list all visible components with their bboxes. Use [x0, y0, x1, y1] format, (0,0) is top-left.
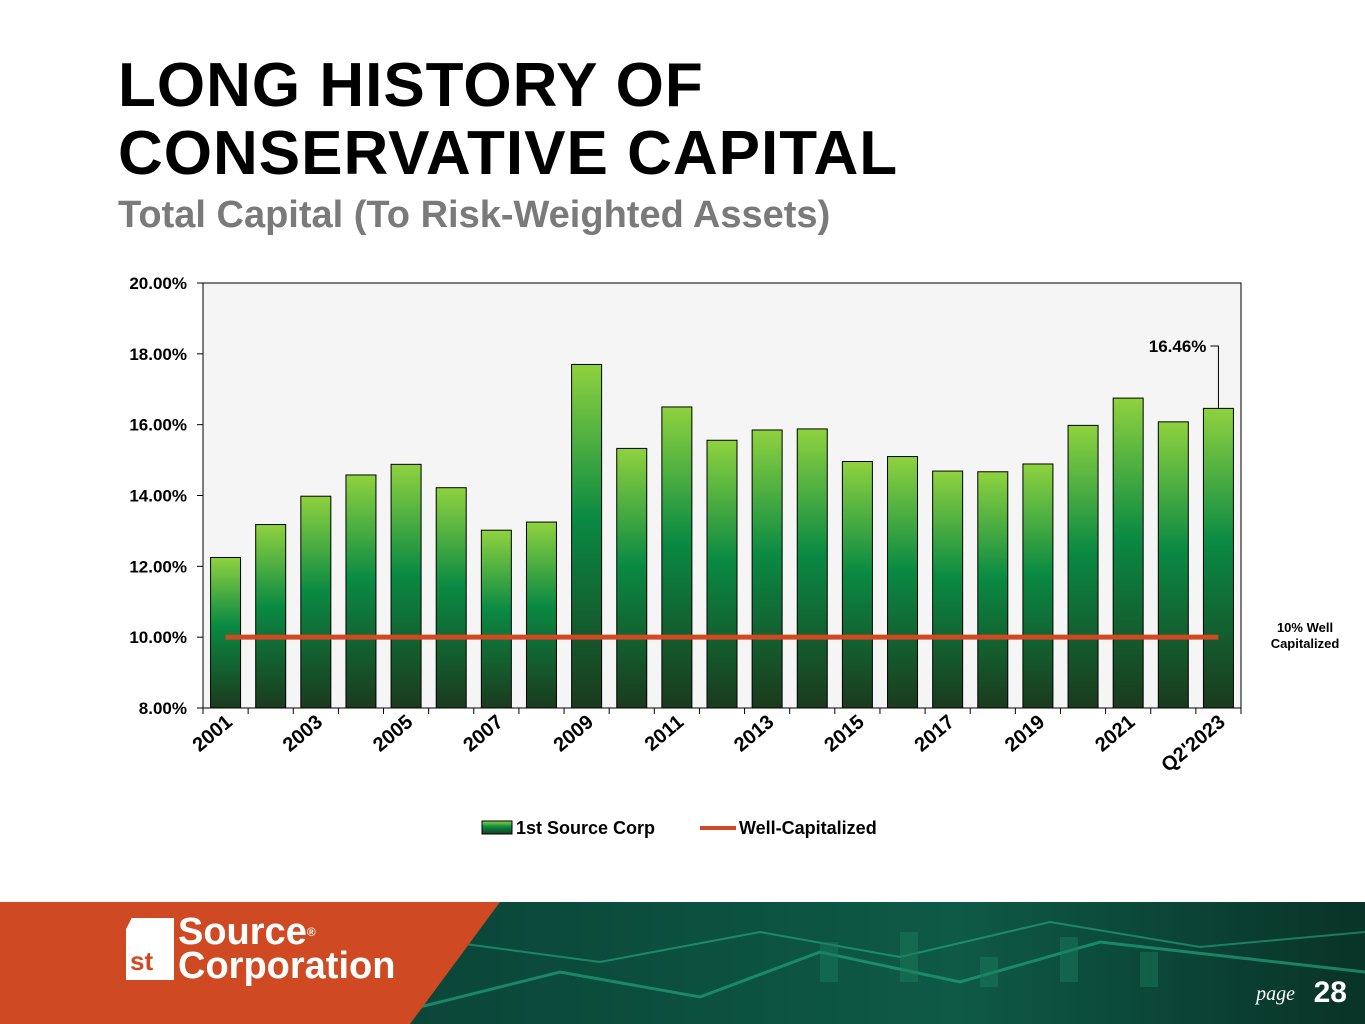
logo-line-2: Corporation: [178, 945, 396, 987]
bar-2005: [390, 463, 422, 709]
x-tick-label: 2019: [1001, 711, 1049, 756]
x-tick-label: 2007: [459, 711, 507, 756]
x-tick-label: 2003: [279, 711, 327, 756]
footer-banner: st Source® Corporation page 28: [0, 902, 1365, 1024]
footer-market-graphic: [399, 920, 1365, 1014]
page-number: 28: [1313, 976, 1347, 1009]
legend-label-bars: 1st Source Corp: [516, 818, 655, 838]
bar-2006: [435, 487, 467, 709]
bar-2017: [932, 470, 964, 709]
x-tick-label: 2017: [911, 711, 959, 756]
annotation-label: 16.46%: [1149, 337, 1207, 356]
y-tick-label: 12.00%: [129, 557, 187, 576]
bar-2008: [525, 521, 557, 709]
legend-swatch-bars: [481, 820, 513, 835]
page-title: LONG HISTORY OF CONSERVATIVE CAPITAL: [118, 52, 898, 188]
y-tick-label: 8.00%: [139, 699, 187, 718]
bar-2002: [255, 524, 287, 709]
annotation-leader-line: [1210, 345, 1219, 409]
registered-mark: ®: [306, 925, 316, 939]
bars-group: [210, 363, 1234, 709]
y-axis: 8.00% 10.00% 12.00% 14.00% 16.00% 18.00% 20.00…: [129, 274, 203, 718]
x-tick-label: Q2'2023: [1157, 711, 1229, 777]
x-tick-label: 2011: [641, 711, 688, 756]
bar-2015: [841, 461, 873, 709]
bar-2001: [210, 556, 242, 709]
x-tick-label: 2009: [550, 711, 598, 756]
logo-badge-text: st: [130, 946, 154, 976]
bar-2013: [751, 429, 783, 709]
bar-2022: [1157, 421, 1189, 709]
y-tick-label: 20.00%: [129, 274, 187, 293]
well-capitalized-note-line-1: 10% Well: [1276, 620, 1334, 635]
title-line-2: CONSERVATIVE CAPITAL: [118, 119, 899, 188]
bar-2012: [706, 439, 738, 709]
bar-2014: [796, 428, 828, 709]
bar-2010: [616, 447, 648, 709]
bar-2007: [480, 529, 512, 709]
bar-2003: [300, 495, 332, 709]
legend: 1st Source Corp Well-Capitalized: [481, 818, 877, 838]
title-line-1: LONG HISTORY OF: [118, 51, 704, 120]
bar-2019: [1022, 463, 1054, 709]
logo-badge: [126, 918, 174, 980]
bar-2016: [887, 456, 919, 709]
page-label: page: [1256, 983, 1295, 1005]
y-tick-label: 14.00%: [129, 487, 187, 506]
bar-2021: [1112, 397, 1144, 709]
y-tick-label: 18.00%: [129, 345, 187, 364]
footer-orange-panel: [0, 902, 500, 1024]
y-tick-label: 16.00%: [129, 416, 187, 435]
x-axis: 2001 2003 2005 2007 2009 2011 2013 2015 2017 2019…: [189, 708, 1242, 777]
bar-2011: [661, 406, 693, 709]
chart-subtitle: Total Capital (To Risk-Weighted Assets): [118, 194, 831, 236]
capital-bar-chart: 8.00% 10.00% 12.00% 14.00% 16.00% 18.00% 20.00…: [129, 274, 1242, 838]
y-tick-label: 10.00%: [129, 628, 187, 647]
x-tick-label: 2021: [1091, 711, 1139, 756]
x-tick-label: 2013: [730, 711, 778, 756]
x-tick-label: 2001: [189, 711, 237, 756]
bar-2018: [977, 471, 1009, 709]
bar-2020: [1067, 424, 1099, 709]
bar-2009: [571, 363, 603, 709]
well-capitalized-note: 10% Well Capitalized: [1256, 620, 1354, 652]
logo-line-1-text: Source: [178, 911, 307, 953]
company-logo: st Source® Corporation: [126, 912, 466, 987]
bar-Q2'2023: [1202, 407, 1234, 709]
bar-2004: [345, 474, 377, 709]
logo-line-1: Source®: [178, 912, 316, 952]
x-tick-label: 2005: [369, 711, 417, 756]
annotation-group: 16.46%: [1149, 337, 1219, 409]
legend-label-line: Well-Capitalized: [739, 818, 877, 838]
well-capitalized-note-line-2: Capitalized: [1270, 636, 1340, 651]
x-tick-label: 2015: [820, 711, 868, 756]
